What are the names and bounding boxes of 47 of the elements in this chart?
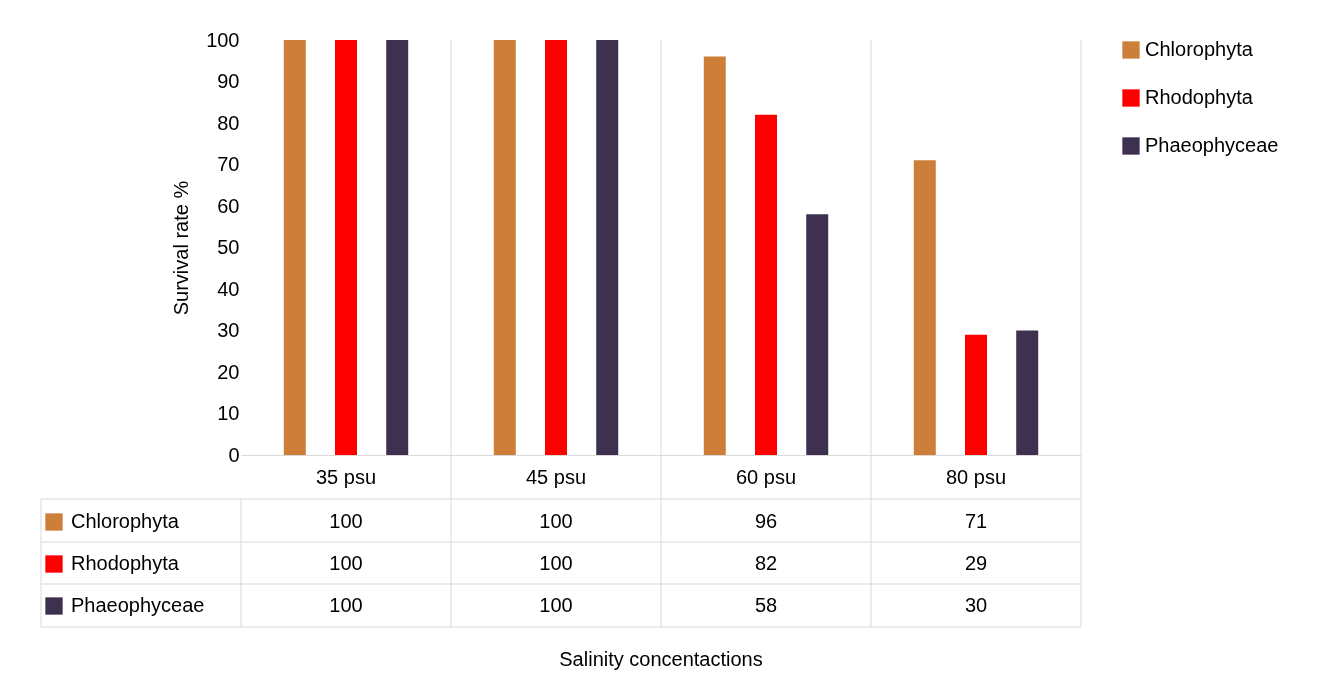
legend-label: Phaeophyceae — [1145, 134, 1279, 156]
legend-label: Chlorophyta — [71, 510, 180, 532]
text: Chlorophyta — [1145, 38, 1253, 60]
bar — [806, 214, 829, 455]
legend-label: Rhodophyta — [1145, 86, 1254, 108]
y-tick-label: 80 — [217, 111, 240, 134]
text: Rhodophyta — [71, 552, 179, 574]
bar — [755, 114, 777, 455]
y-tick-label: 100 — [206, 28, 240, 51]
data-label: 100 — [329, 552, 363, 574]
x-tick-label: 80 psu — [945, 465, 1007, 488]
data-label: 100 — [329, 594, 363, 616]
x-tick-label: 35 psu — [315, 465, 377, 488]
data-label: 100 — [539, 510, 573, 532]
y-tick-label: 30 — [217, 319, 240, 341]
bar — [335, 40, 357, 455]
text: Salinity concentactions — [559, 648, 763, 670]
bar — [283, 40, 306, 455]
y-tick-label: 10 — [217, 402, 240, 424]
bar — [545, 40, 567, 455]
y-tick-label: 60 — [217, 194, 240, 217]
x-tick-label: 45 psu — [525, 465, 587, 488]
y-tick-label: 90 — [217, 70, 240, 92]
bar — [386, 40, 409, 455]
bar — [965, 334, 987, 455]
bar — [703, 56, 726, 455]
data-label: 96 — [754, 510, 778, 532]
data-label: 100 — [539, 552, 573, 574]
data-label: 71 — [964, 510, 988, 532]
text: Phaeophyceae — [71, 594, 205, 616]
data-label: 100 — [329, 510, 363, 532]
y-tick-label: 70 — [217, 153, 240, 175]
data-label: 82 — [754, 552, 778, 574]
bar — [493, 40, 516, 455]
data-label: 30 — [964, 594, 988, 616]
data-label: 100 — [539, 594, 573, 616]
bar — [1016, 330, 1039, 455]
bar — [913, 160, 936, 455]
y-axis-title: Survival rate % — [170, 180, 193, 316]
y-tick-label: 20 — [217, 360, 240, 383]
x-tick-label: 60 psu — [735, 465, 797, 488]
y-tick-label: 50 — [217, 236, 240, 258]
y-tick-label: 0 — [228, 443, 240, 466]
data-label: 58 — [754, 594, 778, 616]
y-tick-label: 40 — [217, 277, 240, 300]
bar — [596, 40, 619, 455]
data-label: 29 — [964, 552, 988, 574]
